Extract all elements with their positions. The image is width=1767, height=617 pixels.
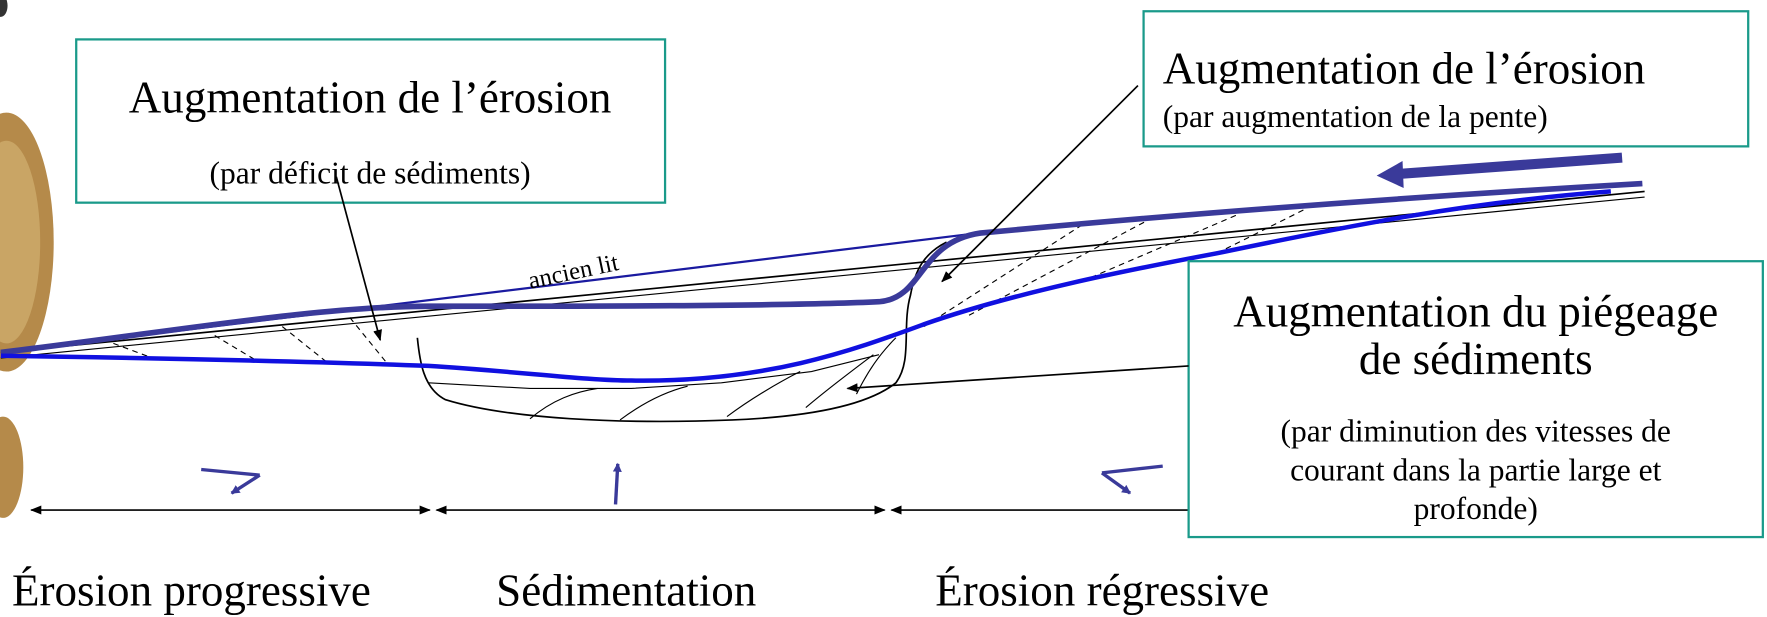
callout-box bbox=[75, 38, 667, 204]
callout-box bbox=[1142, 10, 1750, 148]
zone-label: Sédimentation bbox=[496, 566, 756, 616]
callout-title: Augmentation de l’érosion bbox=[1163, 43, 1646, 93]
pointer-arrows bbox=[335, 84, 1189, 393]
callout-title: Augmentation du piégeage bbox=[1233, 287, 1718, 337]
callout-title: de sédiments bbox=[1359, 334, 1593, 384]
callout-subtitle: (par diminution des vitesses de bbox=[1281, 413, 1671, 448]
callout-subtitle: courant dans la partie large et bbox=[1290, 453, 1662, 488]
zone-label: Érosion progressive bbox=[12, 566, 371, 616]
river-profile bbox=[0, 152, 1645, 423]
callout-subtitle: (par déficit de sédiments) bbox=[209, 156, 530, 191]
photo-fragments bbox=[0, 0, 54, 518]
callout-subtitle: (par augmentation de la pente) bbox=[1163, 99, 1548, 134]
callout-subtitle: profonde) bbox=[1414, 491, 1538, 526]
callout-box bbox=[1187, 260, 1764, 539]
zone-label: Érosion régressive bbox=[935, 566, 1269, 616]
movement-icons bbox=[201, 462, 1163, 505]
callout-title: Augmentation de l’érosion bbox=[129, 73, 612, 123]
old-bed-label: ancien lit bbox=[526, 249, 621, 294]
